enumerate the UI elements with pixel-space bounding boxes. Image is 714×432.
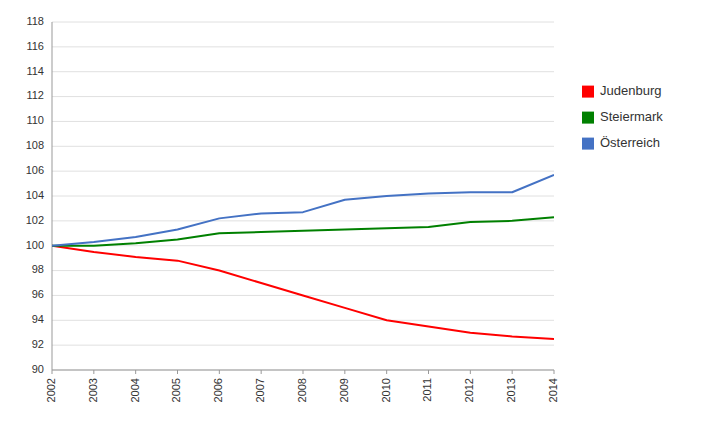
legend: Judenburg Steiermark Österreich [582,83,663,150]
series-line [52,217,554,246]
x-tick-label: 2011 [421,378,433,402]
x-tick [93,370,94,374]
legend-label: Österreich [600,135,660,150]
x-tick [386,370,387,374]
y-tick-label: 102 [26,214,44,226]
x-tick-label: 2012 [463,378,475,402]
x-tick [261,370,262,374]
x-tick-label: 2005 [170,378,182,402]
y-tick-label: 104 [26,189,44,201]
x-tick [470,370,471,374]
y-tick-label: 90 [32,363,44,375]
legend-label: Steiermark [600,109,663,124]
legend-swatch [582,86,594,98]
series-line [52,175,554,246]
grid-line [52,146,554,147]
x-tick [554,370,555,374]
x-tick [303,370,304,374]
grid-line [52,245,554,246]
x-axis: 2002 2003 2004 2005 2006 2007 2008 2009 2010 2011… [45,370,559,402]
grid-line [52,96,554,97]
grid-line [52,71,554,72]
grid-line [52,46,554,47]
grid-line [52,171,554,172]
y-tick-label: 110 [26,114,44,126]
x-tick-label: 2007 [254,378,266,402]
y-tick-label: 112 [26,89,44,101]
x-tick [52,370,53,374]
y-tick-label: 106 [26,164,44,176]
x-axis-line [52,370,554,371]
y-tick-label: 98 [32,263,44,275]
y-tick-label: 108 [26,139,44,151]
y-tick-label: 96 [32,288,44,300]
x-tick-label: 2008 [296,378,308,402]
y-tick-label: 100 [26,239,44,251]
x-tick [177,370,178,374]
x-tick-label: 2014 [547,378,559,402]
y-tick-label: 92 [32,338,44,350]
legend-swatch [582,112,594,124]
x-tick-label: 2004 [129,378,141,402]
x-tick [219,370,220,374]
x-tick [344,370,345,374]
y-axis-line [52,22,53,370]
series-group [52,175,554,339]
y-axis: 90 92 94 96 98 100 102 104 106 108 110 112 114 116 118 [26,15,554,375]
grid-line [52,345,554,346]
legend-label: Judenburg [600,83,661,98]
grid-line [52,370,554,371]
y-tick-label: 118 [26,15,44,27]
grid-line [52,196,554,197]
grid-line [52,270,554,271]
x-tick [428,370,429,374]
grid-line [52,22,554,23]
x-tick-label: 2009 [338,378,350,402]
x-tick [512,370,513,374]
x-tick-label: 2003 [87,378,99,402]
y-tick-label: 116 [26,40,44,52]
chart: 90 92 94 96 98 100 102 104 106 108 110 112 114 116 118… [0,0,714,432]
grid-line [52,320,554,321]
legend-swatch [582,138,594,150]
grid-line [52,121,554,122]
x-tick-label: 2002 [45,378,57,402]
x-tick-label: 2013 [505,378,517,402]
x-tick-label: 2010 [380,378,392,402]
y-tick-label: 94 [32,313,44,325]
series-line [52,246,554,339]
y-tick-label: 114 [26,65,44,77]
x-tick [135,370,136,374]
x-tick-label: 2006 [212,378,224,402]
